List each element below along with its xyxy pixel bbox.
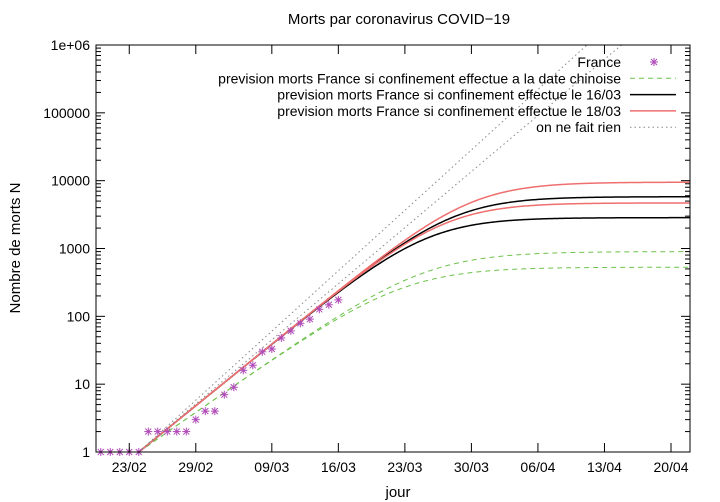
data-point: [258, 347, 267, 356]
data-point: [144, 427, 153, 436]
data-point: [334, 295, 343, 304]
series-1-curve-0: [138, 251, 690, 452]
series-4-curve-1: [138, 45, 623, 452]
x-tick-label: 20/04: [653, 459, 688, 475]
data-point: [315, 305, 324, 314]
series-3-curve-0: [138, 181, 690, 452]
data-point: [229, 383, 238, 392]
y-tick-label: 10: [74, 376, 90, 392]
y-tick-label: 1e+06: [51, 37, 91, 53]
x-tick-label: 13/04: [587, 459, 622, 475]
data-point: [277, 333, 286, 342]
y-tick-label: 100000: [43, 105, 90, 121]
x-tick-label: 23/02: [112, 459, 147, 475]
series-2-curve-1: [138, 216, 690, 452]
data-point: [201, 407, 210, 416]
x-tick-label: 29/02: [178, 459, 213, 475]
x-axis-label: jour: [384, 484, 410, 501]
y-tick-label: 100: [67, 308, 91, 324]
x-tick-label: 06/04: [520, 459, 555, 475]
legend-label: prevision morts France si confinement ef…: [218, 70, 621, 86]
data-point: [191, 415, 200, 424]
legend-label: France: [577, 54, 621, 70]
data-point: [248, 361, 257, 370]
y-tick-label: 10000: [51, 173, 90, 189]
data-point: [172, 427, 181, 436]
data-point: [324, 300, 333, 309]
data-point: [305, 315, 314, 324]
data-point: [210, 407, 219, 416]
data-point: [296, 319, 305, 328]
data-point: [267, 344, 276, 353]
x-ticks: 23/02 29/02 09/03 16/03 23/03 30/03 06/04 13/04…: [112, 45, 689, 475]
legend-label: prevision morts France si confinement ef…: [277, 103, 621, 119]
data-point: [163, 427, 172, 436]
y-axis-label: Nombre de morts N: [7, 183, 24, 314]
series-2-curve-0: [138, 196, 690, 452]
x-tick-label: 16/03: [321, 459, 356, 475]
legend-marker: [650, 58, 658, 66]
legend-label: prevision morts France si confinement ef…: [277, 87, 621, 103]
series-3-curve-1: [138, 202, 690, 452]
x-tick-label: 09/03: [254, 459, 289, 475]
y-ticks: 1 10 100 1000 10000 100000 1e+06: [43, 37, 690, 460]
data-point: [153, 427, 162, 436]
plot-points: [96, 295, 343, 456]
data-point: [182, 427, 191, 436]
chart-title: Morts par coronavirus COVID−19: [288, 11, 510, 28]
series-1-curve-1: [138, 266, 690, 452]
data-point: [220, 390, 229, 399]
data-point: [286, 326, 295, 335]
plot-curves: [138, 45, 690, 452]
legend-label: on ne fait rien: [536, 119, 621, 135]
y-tick-label: 1: [82, 444, 90, 460]
y-tick-label: 1000: [59, 241, 90, 257]
data-point: [239, 366, 248, 375]
x-tick-label: 23/03: [387, 459, 422, 475]
x-tick-label: 30/03: [454, 459, 489, 475]
